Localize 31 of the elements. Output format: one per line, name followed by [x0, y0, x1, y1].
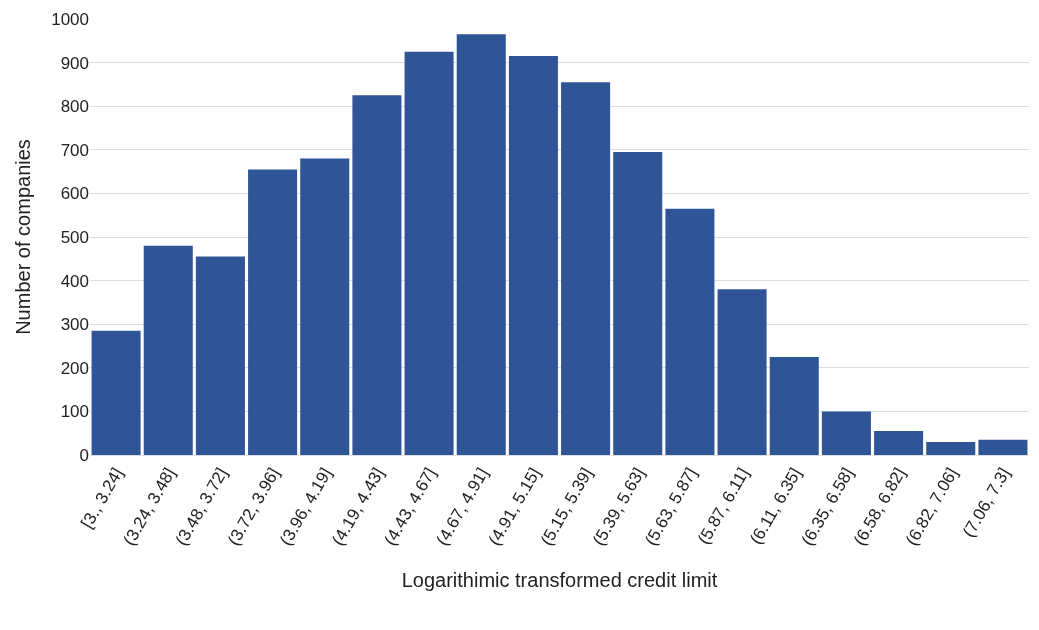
bar	[561, 82, 611, 455]
y-tick-label: 0	[79, 445, 89, 465]
y-axis-title: Number of companies	[11, 139, 34, 335]
bar	[926, 441, 976, 455]
bar	[456, 34, 506, 455]
bar	[91, 330, 141, 455]
y-tick-label: 500	[60, 227, 89, 247]
x-axis-title: Logarithimic transformed credit limit	[401, 569, 718, 592]
bar	[195, 256, 245, 455]
y-tick-label: 1000	[51, 9, 89, 29]
y-tick-label: 300	[60, 315, 89, 335]
bar	[404, 51, 454, 455]
bar	[717, 289, 767, 455]
bar	[248, 169, 298, 455]
y-tick-label: 400	[60, 271, 89, 291]
bar	[143, 245, 193, 455]
y-tick-label: 200	[60, 358, 89, 378]
bar	[508, 56, 558, 455]
y-tick-label: 700	[60, 140, 89, 160]
bar	[821, 411, 871, 455]
bar	[978, 439, 1028, 455]
y-tick-label: 900	[60, 53, 89, 73]
bar	[300, 158, 350, 455]
bar	[613, 151, 663, 455]
bar	[352, 95, 402, 455]
y-tick-label: 100	[60, 402, 89, 422]
bar	[665, 208, 715, 455]
bar	[874, 431, 924, 455]
y-tick-label: 600	[60, 184, 89, 204]
y-tick-label: 800	[60, 97, 89, 117]
bar	[769, 356, 819, 455]
